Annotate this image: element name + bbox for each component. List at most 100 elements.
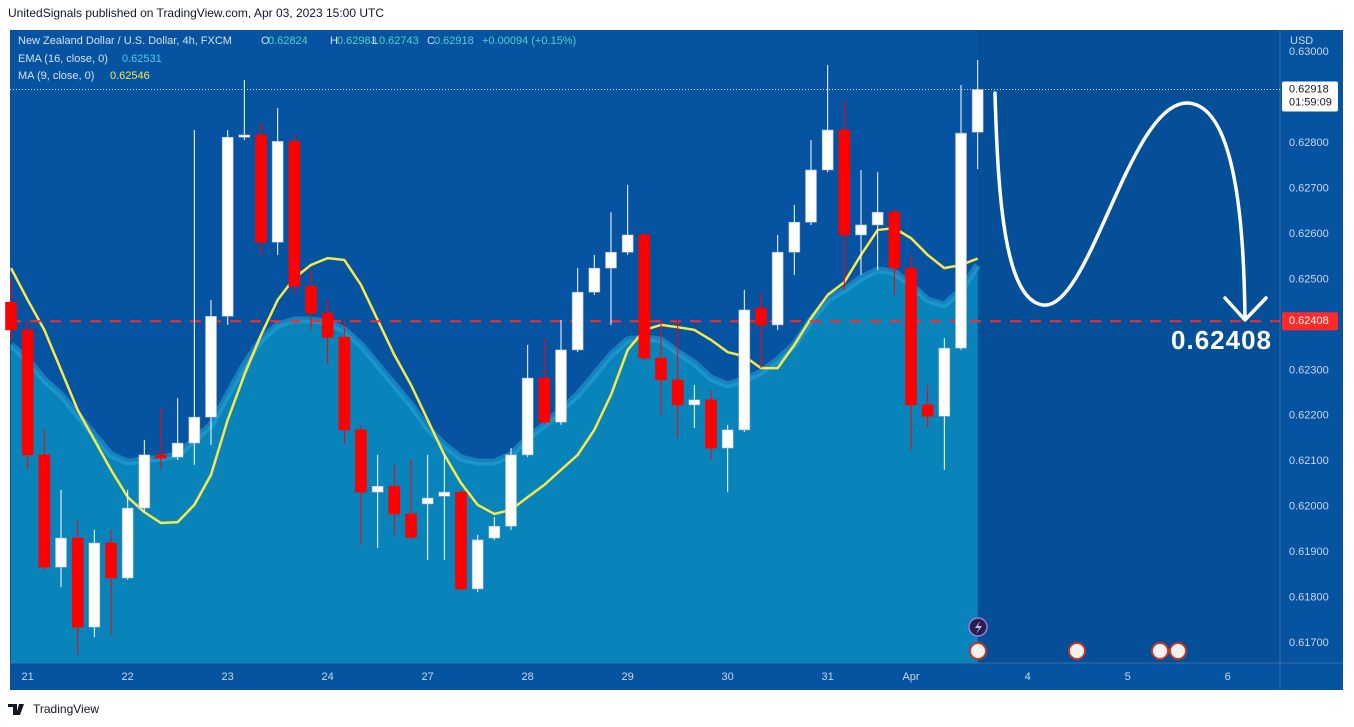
x-tick-label: 22 <box>122 671 134 683</box>
candle-body <box>855 224 867 236</box>
legend-ohlc-value: 0.62983 <box>337 35 377 47</box>
y-tick-label: 0.62600 <box>1289 228 1329 240</box>
candle-body <box>288 141 301 287</box>
candle-body <box>338 336 351 431</box>
plot-layer: 0.61700 0.61800 0.61900 0.62000 0.62100 0.622… <box>5 35 1338 683</box>
last-price-label: 0.62918 <box>1289 83 1329 95</box>
x-tick-label: 6 <box>1225 671 1231 683</box>
projection-curve <box>993 91 1247 320</box>
candle-body <box>638 234 651 359</box>
level-axis-label: 0.62408 <box>1289 315 1329 327</box>
candle-body <box>871 211 884 226</box>
candle-body <box>105 542 117 579</box>
y-tick-label: 0.61800 <box>1289 591 1329 603</box>
candle-body <box>655 357 667 381</box>
candle-body <box>671 379 684 406</box>
flag-icon[interactable] <box>1068 642 1086 660</box>
candle-body <box>488 525 501 539</box>
y-tick-label: 0.62000 <box>1289 501 1329 513</box>
legend-ohlc-value: 0.62918 <box>434 35 474 47</box>
countdown-label: 01:59:09 <box>1289 96 1332 108</box>
y-tick-label: 0.62200 <box>1289 410 1329 422</box>
candle-body <box>455 491 467 590</box>
candle-body <box>71 537 84 628</box>
candle-body <box>221 136 234 317</box>
y-tick-label: 0.61700 <box>1289 637 1329 649</box>
y-tick-label: 0.62300 <box>1289 364 1329 376</box>
candle-body <box>505 454 517 527</box>
candle-body <box>621 234 634 253</box>
x-tick-label: 27 <box>422 671 434 683</box>
candle-body <box>588 267 601 293</box>
flag-icon[interactable] <box>969 642 987 660</box>
candle-body <box>5 301 17 331</box>
candle-body <box>438 491 451 497</box>
legend-indicator-value: 0.62546 <box>110 70 150 82</box>
candle-body <box>255 134 267 243</box>
legend-indicator-name: MA (9, close, 0) <box>18 70 94 82</box>
candle-body <box>538 377 551 423</box>
candle-body <box>571 291 584 351</box>
candle-body <box>605 251 617 269</box>
candle-body <box>421 497 434 505</box>
candle-body <box>88 542 101 628</box>
x-tick-label: 29 <box>622 671 634 683</box>
candle-body <box>38 454 51 568</box>
candle-body <box>171 442 184 458</box>
y-tick-label: 0.63000 <box>1289 46 1329 58</box>
candle-body <box>805 169 817 223</box>
candle-body <box>955 132 967 349</box>
candle-body <box>188 416 201 444</box>
candle-body <box>121 507 134 579</box>
legend-ohlc-key: L <box>372 35 378 47</box>
candle-body <box>738 309 751 431</box>
x-tick-label: 30 <box>722 671 734 683</box>
candle-body <box>721 429 734 449</box>
flag-icon[interactable] <box>1151 642 1169 660</box>
candle-body <box>521 377 534 456</box>
projection-arrow <box>1223 296 1268 322</box>
candle-body <box>55 537 67 568</box>
flag-icon[interactable] <box>1169 642 1187 660</box>
currency-label: USD <box>1290 35 1313 47</box>
candle-body <box>355 429 367 493</box>
candle-body <box>471 539 484 590</box>
future-region <box>978 30 1280 663</box>
candle-body <box>705 399 717 449</box>
candle-body <box>755 307 767 326</box>
candle-body <box>388 485 401 515</box>
candle-body <box>905 267 917 406</box>
legend-title: New Zealand Dollar / U.S. Dollar, 4h, FX… <box>18 35 232 47</box>
x-tick-label: 28 <box>522 671 534 683</box>
candle-body <box>838 129 851 236</box>
y-tick-label: 0.62700 <box>1289 182 1329 194</box>
candle-body <box>205 315 217 418</box>
candle-body <box>305 285 317 314</box>
legend-change: +0.00094 (+0.15%) <box>482 35 576 47</box>
x-tick-label: 31 <box>822 671 834 683</box>
candle-body <box>821 129 834 171</box>
x-tick-label: Apr <box>902 671 919 683</box>
candle-body <box>371 485 384 493</box>
legend-ohlc-key: H <box>330 35 338 47</box>
candle-body <box>938 347 951 417</box>
legend-indicator-name: EMA (16, close, 0) <box>18 53 108 65</box>
y-tick-label: 0.62500 <box>1289 273 1329 285</box>
candle-body <box>405 513 417 538</box>
legend-ohlc-value: 0.62743 <box>379 35 419 47</box>
candle-body <box>238 134 251 138</box>
candle-body <box>688 399 701 406</box>
level-annotation: 0.62408 <box>1171 325 1272 355</box>
candle-body <box>971 89 984 133</box>
candle-body <box>788 221 801 253</box>
indicator-line <box>9 226 979 525</box>
x-tick-label: 24 <box>322 671 334 683</box>
candle-body <box>155 454 167 459</box>
footer-logo <box>8 704 24 715</box>
legend-ohlc-value: 0.62824 <box>268 35 308 47</box>
legend-ohlc-key: C <box>427 35 435 47</box>
header: UnitedSignals published on TradingView.c… <box>8 6 384 20</box>
x-tick-label: 23 <box>222 671 234 683</box>
candle-body <box>321 312 334 338</box>
